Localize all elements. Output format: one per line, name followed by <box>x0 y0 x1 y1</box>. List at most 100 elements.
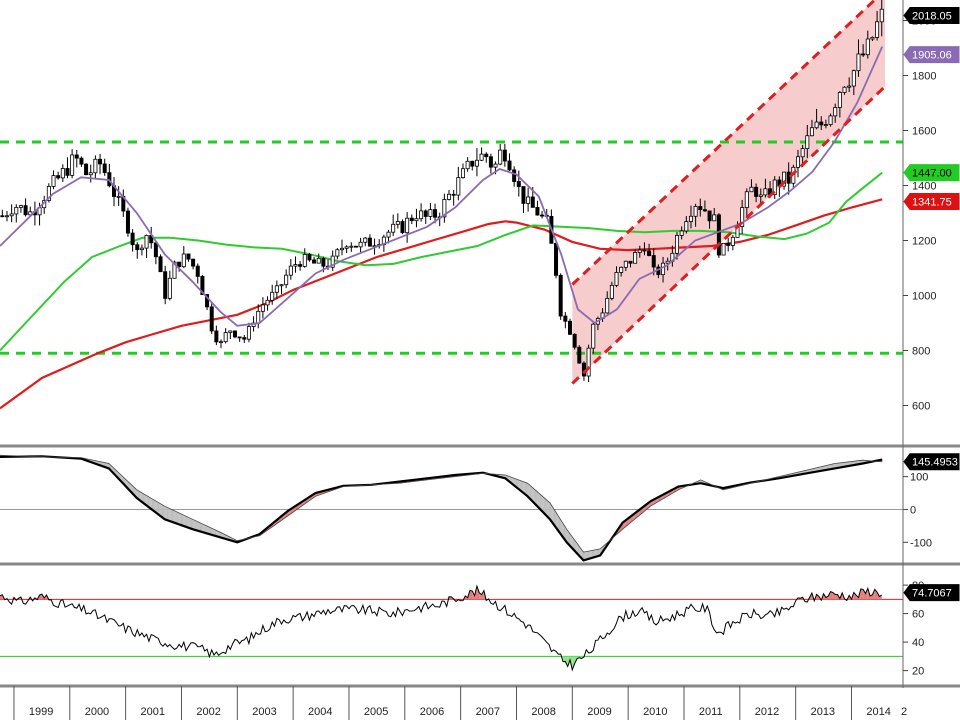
macd-fill-segment <box>524 482 526 495</box>
rsi-overbought-fill <box>835 594 838 600</box>
y-tick-label: 600 <box>912 401 930 413</box>
candlestick <box>633 249 638 264</box>
macd-fill-segment <box>525 482 528 496</box>
candlestick <box>42 195 47 214</box>
macd-fill-segment <box>529 484 531 500</box>
candlestick <box>335 248 340 260</box>
candle-body <box>158 256 163 273</box>
candlestick <box>46 183 51 203</box>
candle-body <box>744 191 749 209</box>
candle-body <box>493 163 498 168</box>
macd-signal-line <box>0 454 883 553</box>
macd-fill-segment <box>163 505 165 519</box>
candle-body <box>758 194 763 197</box>
value-tag-label: 1905.06 <box>912 50 952 62</box>
macd-fill-segment <box>161 504 164 519</box>
macd-fill-segment <box>211 527 213 535</box>
macd-fill-segment <box>138 490 140 501</box>
candle-body <box>861 53 866 56</box>
candlestick <box>135 242 140 259</box>
candlestick <box>18 204 23 213</box>
candlestick <box>339 239 344 256</box>
candle-body <box>307 254 312 261</box>
candle-body <box>284 274 289 286</box>
macd-fill-segment <box>547 500 549 518</box>
macd-panel <box>0 454 903 562</box>
macd-fill-segment <box>175 511 177 524</box>
candle-body <box>721 243 726 256</box>
candlestick <box>391 214 396 237</box>
candle-body <box>395 221 400 225</box>
candle-body <box>754 186 759 197</box>
x-tick-label: 2000 <box>85 706 109 718</box>
macd-fill-segment <box>548 501 550 519</box>
candlestick <box>474 148 479 177</box>
candle-body <box>833 107 838 117</box>
macd-fill-segment <box>589 550 591 559</box>
candle-body <box>563 315 568 322</box>
value-tag-label: 145.4953 <box>912 457 958 469</box>
candlestick <box>358 237 363 253</box>
candlestick <box>181 246 186 269</box>
macd-fill-segment <box>152 499 155 512</box>
macd-fill-segment <box>517 479 519 489</box>
candle-body <box>293 264 298 267</box>
x-tick-label: 2013 <box>811 706 835 718</box>
macd-fill-segment <box>571 536 573 549</box>
candle-body <box>265 299 270 306</box>
candle-body <box>577 346 582 364</box>
candle-body <box>414 218 419 222</box>
macd-fill-segment <box>148 496 150 508</box>
candle-body <box>367 237 372 247</box>
rsi-overbought-fill <box>853 592 857 600</box>
candlestick <box>260 297 265 319</box>
macd-fill-segment <box>556 512 558 530</box>
candlestick <box>460 163 465 179</box>
candlestick <box>684 216 689 234</box>
candlestick <box>65 157 70 179</box>
macd-fill-segment <box>559 517 561 534</box>
candle-body <box>214 330 219 343</box>
candlestick <box>125 207 130 237</box>
candle-body <box>642 249 647 252</box>
macd-fill-segment <box>185 515 187 527</box>
macd-fill-segment <box>540 494 542 511</box>
candle-body <box>572 333 577 348</box>
macd-fill-segment <box>551 505 553 524</box>
candlestick <box>647 243 652 257</box>
macd-fill-segment <box>171 509 174 523</box>
candlestick <box>716 213 721 258</box>
candlestick <box>149 226 154 249</box>
x-tick-label: 2006 <box>420 706 444 718</box>
candle-body <box>330 255 335 268</box>
macd-fill-segment <box>580 548 582 559</box>
macd-fill-segment <box>533 488 535 504</box>
candlestick <box>400 219 405 235</box>
candlestick <box>265 296 270 311</box>
candle-body <box>470 160 475 167</box>
rsi-overbought-fill <box>865 588 868 600</box>
macd-fill-segment <box>199 522 202 532</box>
macd-fill-segment <box>579 546 581 558</box>
candlestick <box>861 44 866 57</box>
candle-body <box>65 168 70 176</box>
candlestick <box>14 204 19 223</box>
y-tick-label: 1400 <box>912 181 936 193</box>
ma-slow-line <box>0 198 883 410</box>
macd-fill-segment <box>527 482 529 497</box>
candlestick <box>9 204 14 223</box>
candle-body <box>628 260 633 264</box>
value-tag-label: 2018.05 <box>912 11 952 23</box>
candle-body <box>14 206 19 215</box>
y-tick-label: 1600 <box>912 126 936 138</box>
rsi-overbought-fill <box>816 594 819 600</box>
macd-fill-segment <box>532 487 534 503</box>
macd-fill-segment <box>530 485 532 501</box>
candle-body <box>479 153 484 161</box>
value-tag-box <box>903 193 960 211</box>
candlestick <box>558 273 563 320</box>
candle-body <box>498 149 503 165</box>
macd-fill-segment <box>177 512 179 525</box>
candle-body <box>51 175 56 187</box>
